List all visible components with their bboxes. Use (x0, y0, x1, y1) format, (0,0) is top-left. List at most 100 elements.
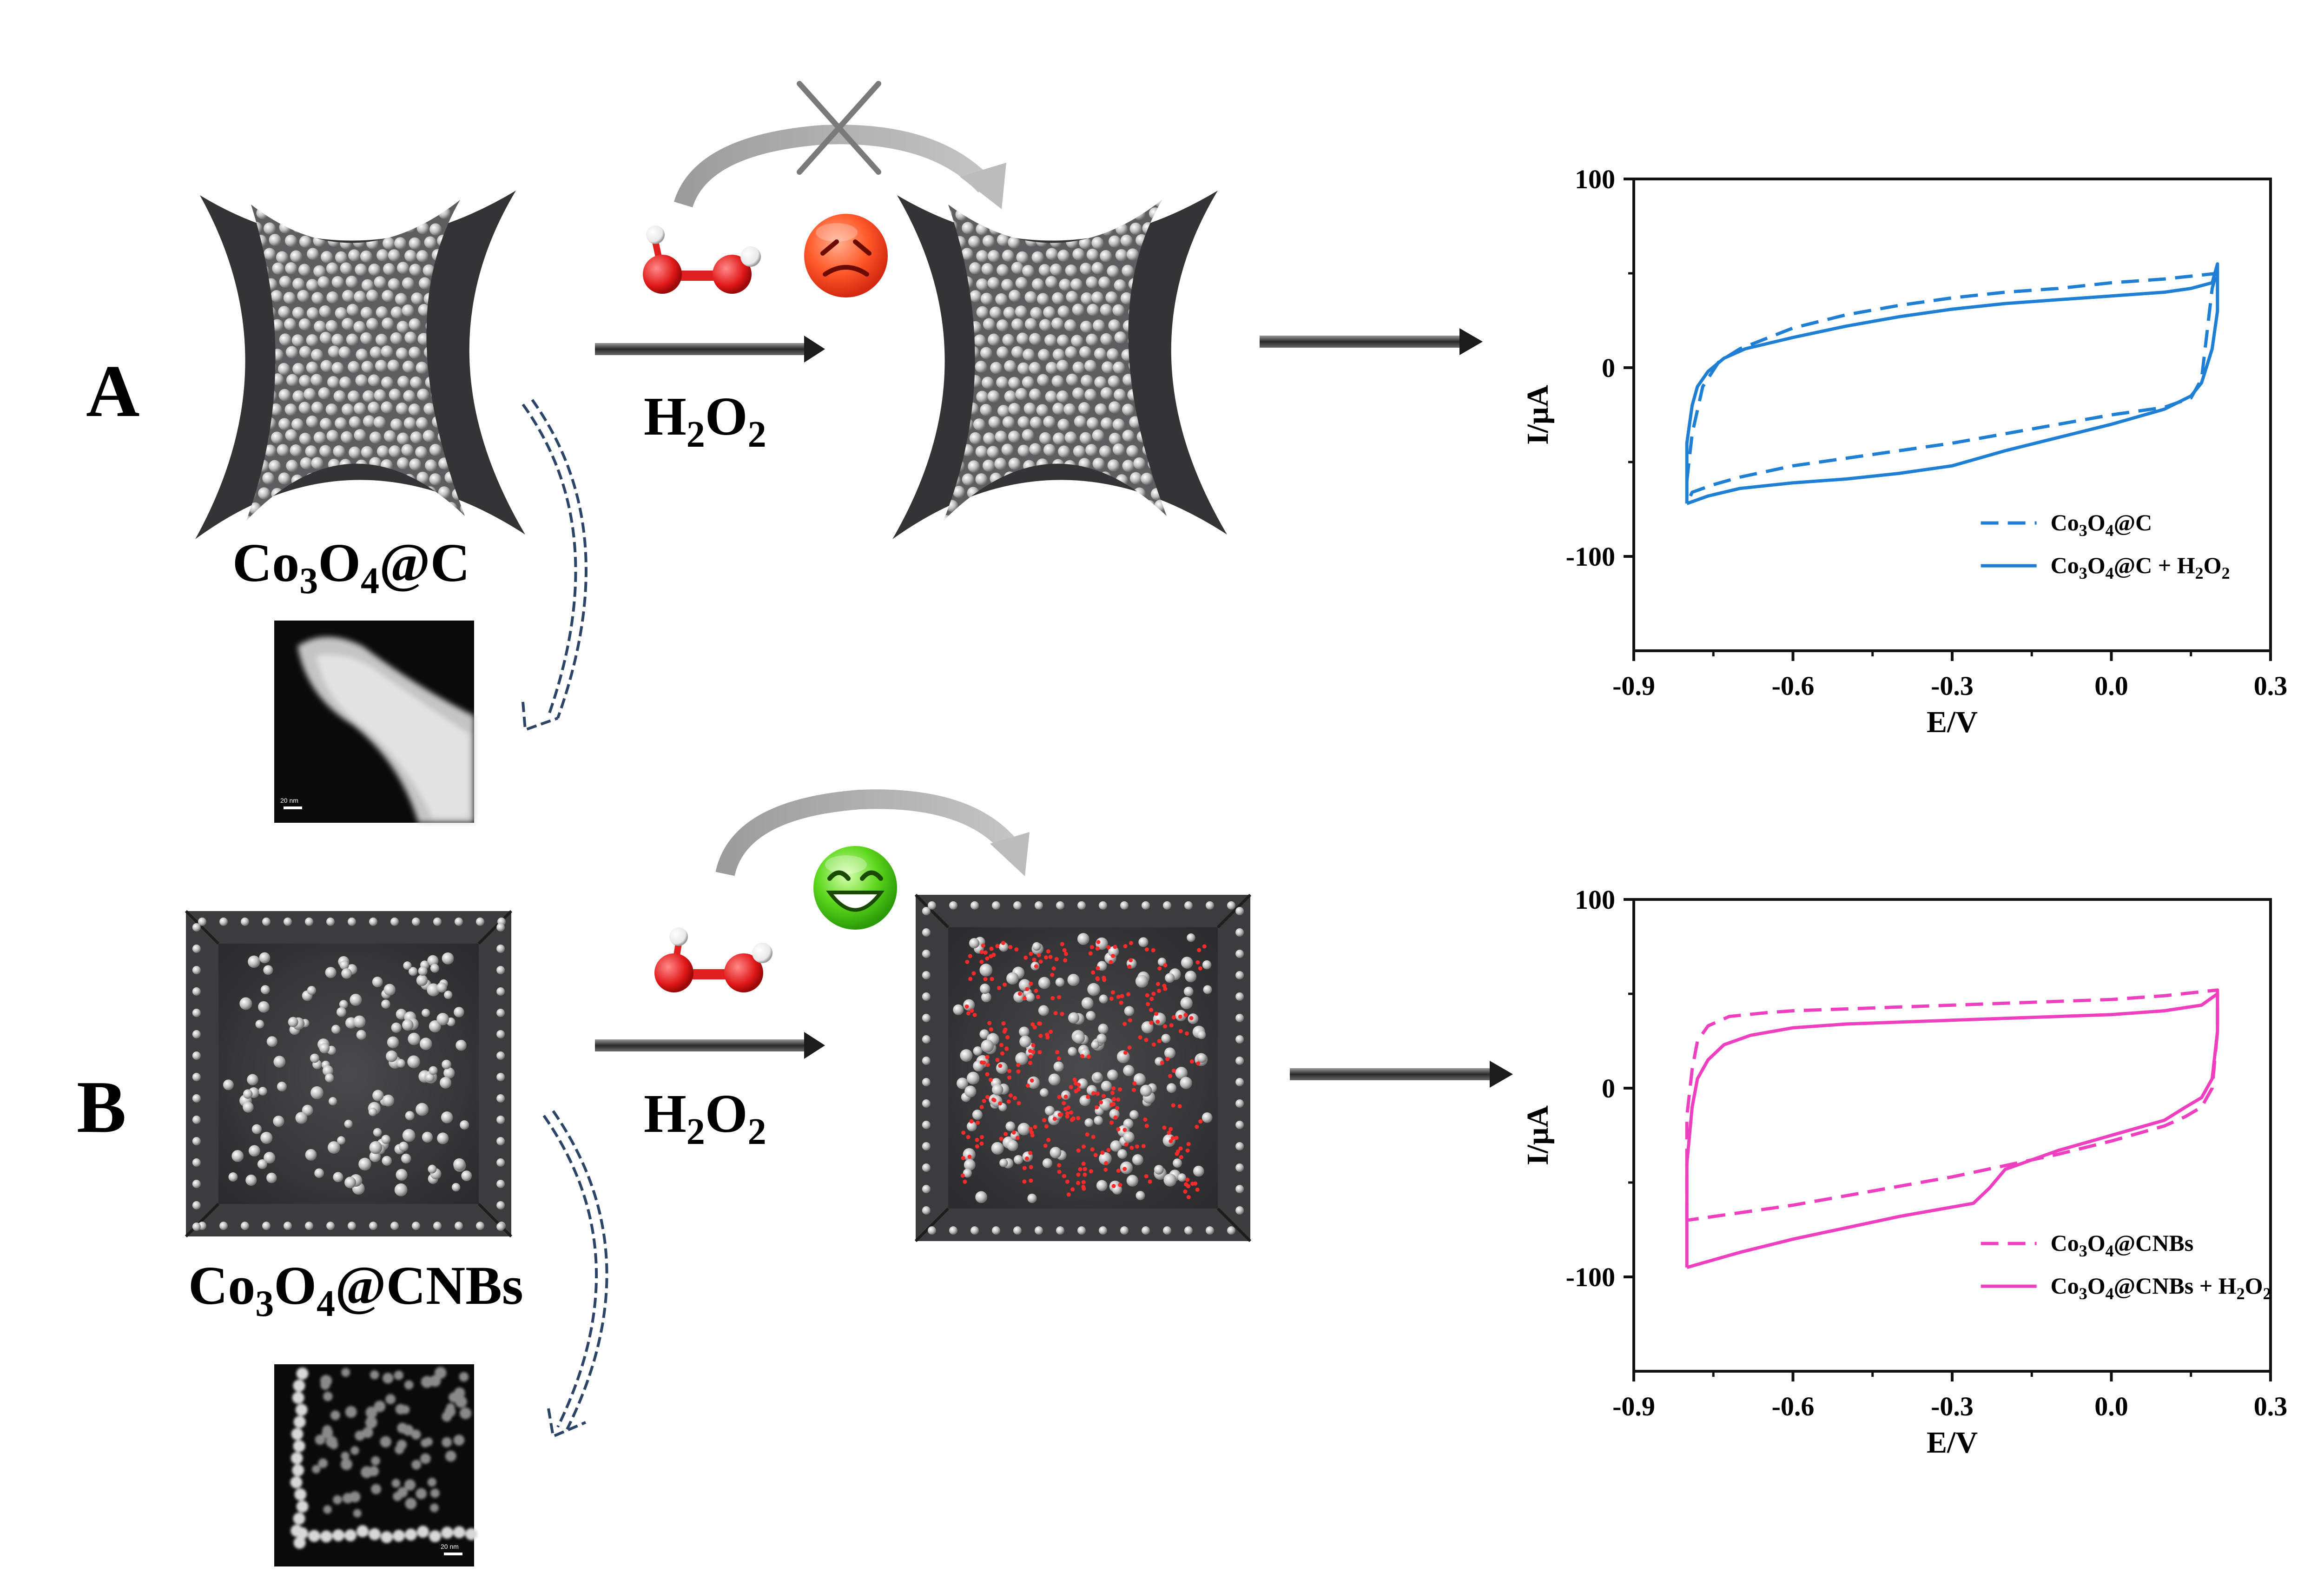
nanoparticle (976, 306, 989, 318)
nanoparticle (333, 500, 345, 513)
nanoparticle (1038, 977, 1050, 989)
nanoparticle (1122, 430, 1135, 442)
nanoparticle (279, 276, 291, 288)
nanoparticle (1107, 487, 1119, 499)
nanoparticle (957, 1077, 968, 1090)
nanoparticle (390, 418, 403, 431)
nanoparticle (339, 237, 352, 250)
tem-dot (371, 1456, 380, 1466)
nanoparticle (1052, 349, 1065, 361)
nanoparticle (258, 1087, 267, 1096)
nanoparticle (292, 200, 305, 206)
nanoparticle (402, 1129, 416, 1142)
nanoparticle (327, 376, 340, 389)
nanoparticle (1059, 278, 1071, 291)
h2o2-mini (1185, 1177, 1190, 1189)
h2o2-mini (1109, 990, 1115, 1001)
tem-dot (417, 1526, 429, 1538)
nanoparticle (1067, 208, 1079, 221)
nanoparticle (246, 515, 253, 521)
nanoparticle (1183, 986, 1194, 997)
nanoparticle (310, 1086, 324, 1099)
nanoparticle (429, 223, 442, 236)
nanoparticle (354, 429, 366, 442)
nanoparticle (297, 290, 310, 302)
nanoparticle (996, 319, 1009, 332)
nanoparticle (284, 318, 297, 330)
nanoparticle (297, 514, 310, 521)
nanoparticle (339, 1000, 348, 1009)
nanoparticle (1022, 376, 1034, 389)
nanoparticle (1202, 960, 1212, 970)
nanoparticle (354, 402, 366, 415)
h2o2-mini (1195, 960, 1202, 971)
nanoparticle (445, 502, 457, 514)
edge-particle (476, 917, 484, 926)
nanoparticle (375, 334, 388, 346)
tem-dot (341, 1368, 350, 1377)
h2o2-mini (1011, 1130, 1020, 1140)
nanoparticle (418, 277, 431, 290)
nanoparticle (1024, 209, 1037, 221)
nanoparticle (310, 1053, 320, 1063)
nanoparticle (979, 964, 993, 977)
nanoparticle (962, 473, 974, 486)
h2o2-mini (1197, 944, 1207, 952)
nanoparticle (383, 263, 396, 275)
nanoparticle (263, 965, 273, 975)
nanoparticle (1060, 200, 1072, 205)
nanoparticle (404, 200, 417, 207)
nanoparticle (981, 1039, 994, 1053)
tem-dot (394, 1370, 403, 1380)
tem-dot (365, 1406, 377, 1419)
nanoparticle (373, 1128, 382, 1137)
nanoparticle (403, 390, 416, 403)
nanoparticle (394, 237, 407, 250)
nanoparticle (339, 960, 349, 970)
nanoparticle (996, 514, 1008, 521)
nanoparticle (980, 292, 993, 305)
nanoparticle (342, 290, 354, 302)
h2o2-mini (1145, 991, 1156, 998)
h2o2-mini (989, 946, 996, 957)
nanoparticle (1101, 361, 1114, 374)
edge-particle (1142, 901, 1150, 910)
edge-particle (369, 1222, 377, 1230)
tem-dot (293, 1513, 305, 1525)
nanoparticle (355, 264, 367, 276)
tem-image-b: 20 nm (274, 1364, 477, 1566)
nanoparticle (369, 1141, 383, 1154)
h2o2-mini (965, 954, 972, 964)
h2o2-mini (1042, 1118, 1049, 1129)
h2o2-mini (1111, 1086, 1122, 1092)
nanoparticle (356, 348, 368, 361)
h2o2-mini (1168, 1068, 1176, 1078)
edge-particle (241, 917, 249, 926)
nanoparticle (234, 195, 246, 207)
nanoparticle (1107, 459, 1120, 472)
nanoparticle (964, 1085, 977, 1097)
edge-particle (992, 901, 1000, 910)
nanoparticle (981, 207, 994, 219)
nanoparticle (1096, 1033, 1107, 1044)
tem-dot (350, 1446, 359, 1455)
nanoparticle (966, 1071, 980, 1085)
nanoparticle (454, 1007, 464, 1018)
nanoparticle (388, 249, 400, 262)
reagent-a-label: H2O2 (644, 386, 766, 455)
nanoparticle (266, 1172, 277, 1183)
nanoparticle (359, 221, 372, 234)
nanoparticle (284, 234, 297, 247)
h2o2-mini (1083, 1167, 1093, 1174)
tem-dot (391, 1479, 401, 1488)
h2o2-mini (983, 977, 994, 981)
y-tick-label: 0 (1602, 1073, 1615, 1104)
nanoparticle (1094, 348, 1106, 360)
nanoparticle (298, 318, 311, 330)
h2o2-mini (1002, 1029, 1010, 1040)
nanoparticle (395, 293, 407, 305)
nanoparticle (1051, 317, 1063, 330)
nanoparticle (1135, 975, 1149, 988)
tem-dot (454, 1387, 465, 1399)
